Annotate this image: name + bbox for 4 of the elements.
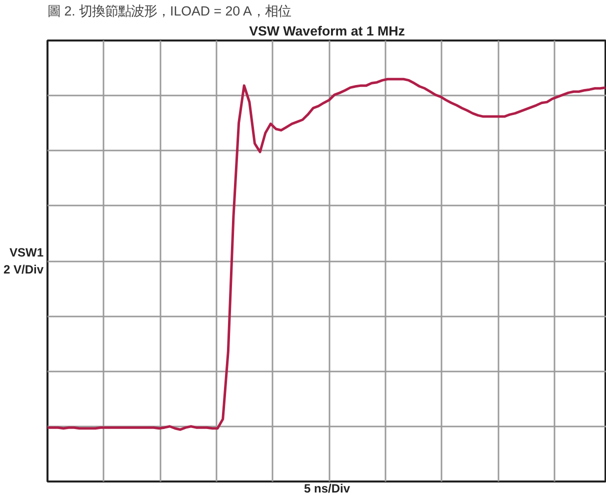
y-axis-title: VSW1 2 V/Div [3,246,44,276]
caption: 圖 2. 切換節點波形，ILOAD = 20 A，相位 [48,4,291,18]
chart-title: VSW Waveform at 1 MHz [249,24,406,38]
x-axis-title: 5 ns/Div [304,482,350,496]
